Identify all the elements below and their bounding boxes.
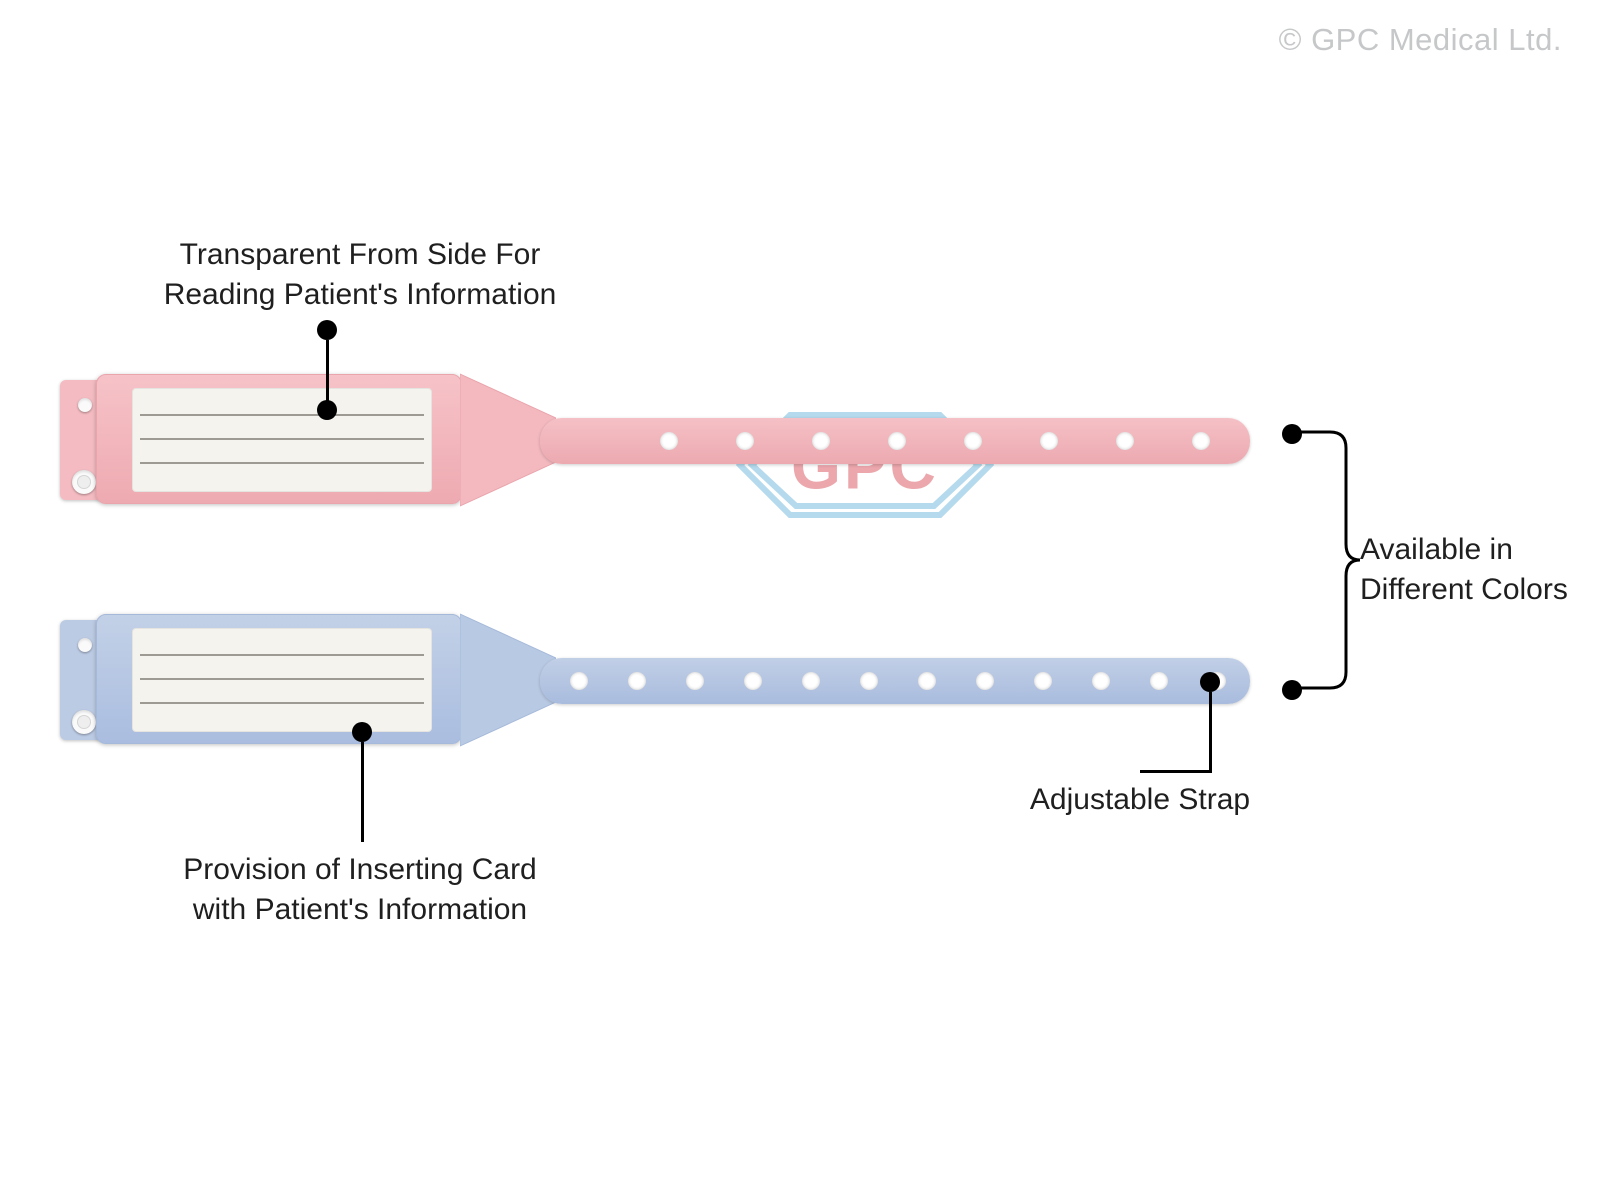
callout-provision: Provision of Inserting Card with Patient… xyxy=(130,850,590,929)
strap-blue xyxy=(540,658,1250,704)
callout-adjustable: Adjustable Strap xyxy=(990,780,1290,820)
strap-pink xyxy=(540,418,1250,464)
bracket-icon xyxy=(1290,420,1360,700)
callout-transparent-dot xyxy=(317,320,337,340)
callout-transparent-enddot xyxy=(317,400,337,420)
callout-available: Available in Different Colors xyxy=(1360,530,1600,609)
stud-small-pink xyxy=(78,398,92,412)
callout-transparent: Transparent From Side For Reading Patien… xyxy=(135,235,585,314)
bracket-top-dot xyxy=(1282,424,1302,444)
stud-small-blue xyxy=(78,638,92,652)
callout-adjustable-hline xyxy=(1140,770,1212,773)
callout-adjustable-line xyxy=(1209,692,1212,772)
info-card-blue xyxy=(132,628,432,732)
callout-adjustable-dot xyxy=(1200,672,1220,692)
stud-large-blue xyxy=(72,710,96,734)
callout-transparent-line xyxy=(326,340,329,406)
stud-large-pink xyxy=(72,470,96,494)
callout-provision-dot xyxy=(352,722,372,742)
copyright-text: © GPC Medical Ltd. xyxy=(1279,22,1562,58)
bracket-bottom-dot xyxy=(1282,680,1302,700)
info-card-pink xyxy=(132,388,432,492)
callout-provision-line xyxy=(361,742,364,842)
